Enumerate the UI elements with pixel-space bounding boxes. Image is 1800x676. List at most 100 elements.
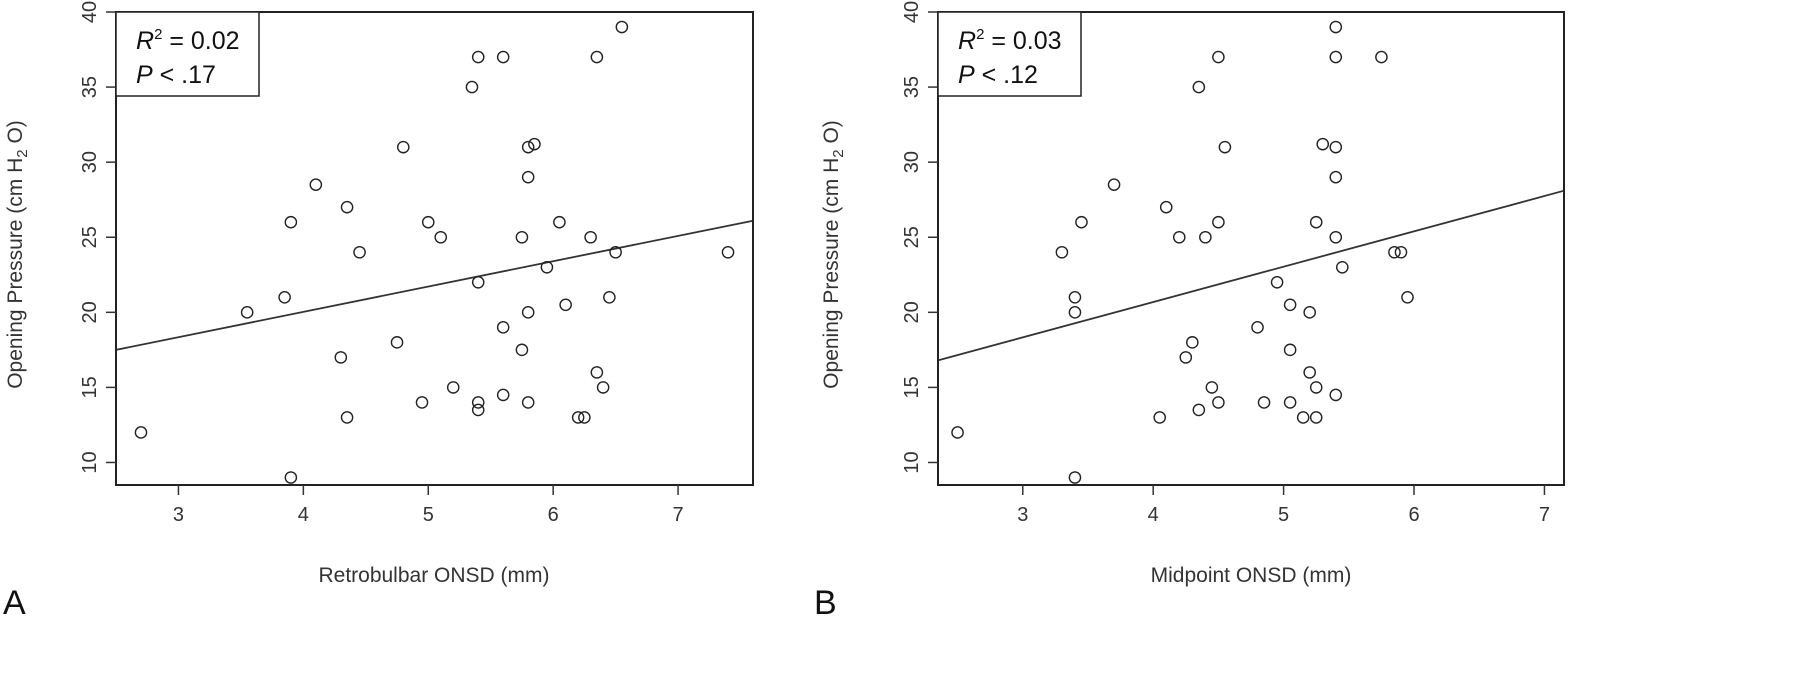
x-axis-title: Retrobulbar ONSD (mm) xyxy=(318,564,549,587)
y-tick-label: 30 xyxy=(79,151,101,173)
y-tick-label-text: 20 xyxy=(901,301,923,323)
x-tick-label-text: 7 xyxy=(1539,504,1550,526)
x-tick-label: 3 xyxy=(1017,504,1028,526)
p-value-label: P < .12 xyxy=(958,61,1038,89)
data-point xyxy=(1107,178,1121,191)
data-point xyxy=(1375,50,1388,64)
data-point xyxy=(471,396,485,409)
y-tick-label: 35 xyxy=(901,76,923,98)
data-point xyxy=(521,396,535,409)
x-tick-label: 7 xyxy=(672,504,683,526)
y-tick-label-text: 40 xyxy=(901,1,923,23)
data-point xyxy=(1394,245,1408,259)
data-point xyxy=(1329,140,1343,154)
y-tick-label: 10 xyxy=(79,451,101,473)
data-point xyxy=(496,50,510,64)
data-point xyxy=(515,343,529,357)
data-point xyxy=(609,245,622,259)
y-axis-title-subscript: 2 xyxy=(14,149,31,157)
p-value-label: P < .17 xyxy=(136,61,216,89)
panel-letter-text: B xyxy=(814,584,837,622)
data-point xyxy=(1329,388,1343,402)
data-point xyxy=(1283,343,1297,357)
r-exponent: 2 xyxy=(154,26,162,43)
y-tick-label: 10 xyxy=(901,451,923,473)
x-tick-label: 4 xyxy=(1148,504,1159,526)
data-point xyxy=(1316,137,1330,151)
data-point xyxy=(1192,403,1206,417)
data-point xyxy=(1205,381,1219,394)
data-point xyxy=(465,80,479,94)
r-squared-label: R2 = 0.03 xyxy=(958,26,1062,55)
p-symbol: P xyxy=(136,61,153,89)
y-tick-label-text: 30 xyxy=(901,151,923,173)
y-tick-label: 20 xyxy=(79,301,101,323)
stats-box xyxy=(937,11,1082,97)
data-point xyxy=(521,140,535,154)
x-tick-label-text: 5 xyxy=(423,504,434,526)
stats-box xyxy=(115,11,260,97)
y-tick-label-text: 15 xyxy=(79,376,101,398)
y-axis-title: Opening Pressure (cm H2 O) xyxy=(4,120,31,389)
y-tick-label: 20 xyxy=(901,301,923,323)
data-point xyxy=(1192,80,1206,94)
y-tick-label: 15 xyxy=(79,376,101,398)
data-point xyxy=(721,245,735,259)
data-point xyxy=(1329,230,1343,244)
data-point xyxy=(1283,298,1297,312)
data-point xyxy=(396,140,410,154)
data-point xyxy=(284,471,298,484)
data-point xyxy=(1296,411,1310,424)
data-point xyxy=(540,260,554,274)
data-point xyxy=(353,245,366,259)
y-axis-title-main: Opening Pressure (cm H xyxy=(820,158,843,389)
y-tick-label-text: 15 xyxy=(901,376,923,398)
x-tick-label: 5 xyxy=(1278,504,1289,526)
data-point xyxy=(571,411,585,424)
y-tick-label-text: 10 xyxy=(901,451,923,473)
data-point xyxy=(496,388,510,402)
data-point xyxy=(496,321,510,334)
data-point xyxy=(421,215,435,229)
data-point xyxy=(951,426,964,439)
y-tick-label-text: 35 xyxy=(901,76,923,98)
r-squared-label: R2 = 0.02 xyxy=(136,26,240,55)
panel-a: 3 4 5 6 7 10 15 20 25 30 35 40 Retrobulbar ONSD (mm)… xyxy=(3,1,754,622)
data-point xyxy=(1075,215,1088,229)
data-point xyxy=(596,381,610,394)
data-point xyxy=(1309,215,1323,229)
data-point xyxy=(521,306,535,319)
p-symbol: P xyxy=(958,61,975,89)
r-symbol: R xyxy=(136,27,154,55)
p-value: < .17 xyxy=(153,61,216,89)
plot-frame xyxy=(115,11,754,486)
y-tick-label-text: 20 xyxy=(79,301,101,323)
data-point xyxy=(1068,306,1082,319)
data-point xyxy=(284,215,298,229)
y-tick-label-text: 25 xyxy=(901,226,923,248)
data-point xyxy=(1055,245,1069,259)
x-axis-title: Midpoint ONSD (mm) xyxy=(1151,564,1352,587)
x-tick-label: 6 xyxy=(1408,504,1419,526)
x-tick-label-text: 6 xyxy=(548,504,559,526)
data-point xyxy=(134,426,148,439)
data-point xyxy=(240,306,254,319)
data-point xyxy=(1329,50,1343,64)
data-point xyxy=(1212,50,1225,64)
x-tick-label: 3 xyxy=(173,504,184,526)
data-point xyxy=(1186,336,1199,349)
regression-line xyxy=(937,189,1565,362)
data-point xyxy=(1212,215,1225,229)
x-tick-label: 5 xyxy=(423,504,434,526)
data-point xyxy=(1257,396,1271,409)
x-tick-label-text: 4 xyxy=(1148,504,1159,526)
y-tick-label: 40 xyxy=(901,1,923,23)
regression-line xyxy=(115,219,754,351)
y-tick-label: 40 xyxy=(79,1,101,23)
data-point xyxy=(415,396,429,409)
y-tick-label-text: 25 xyxy=(79,226,101,248)
data-point xyxy=(584,230,597,244)
data-point xyxy=(340,411,354,424)
